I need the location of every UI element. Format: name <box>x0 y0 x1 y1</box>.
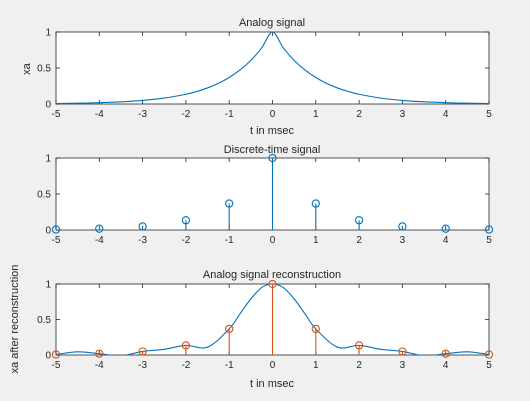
x-axis-label: t in msec <box>250 378 295 390</box>
x-tick-label: -4 <box>95 235 104 246</box>
stem-marker <box>441 224 450 233</box>
x-tick-label: 0 <box>270 109 276 120</box>
x-tick-label: 1 <box>313 109 319 120</box>
x-tick-label: -3 <box>138 360 147 371</box>
x-tick-label: -1 <box>225 109 234 120</box>
x-tick-label: 3 <box>400 360 406 371</box>
x-tick-label: -2 <box>181 109 190 120</box>
x-tick-label: -5 <box>52 109 61 120</box>
chart-title: Analog signal reconstruction <box>203 269 341 281</box>
x-tick-label: 5 <box>486 235 492 246</box>
x-tick-label: 1 <box>313 235 319 246</box>
x-tick-label: -1 <box>225 360 234 371</box>
x-tick-label: 4 <box>443 109 449 120</box>
x-tick-label: 0 <box>270 360 276 371</box>
stem-marker <box>441 349 450 358</box>
series-line <box>56 31 489 104</box>
x-tick-label: -2 <box>181 360 190 371</box>
reconstruction-panel: Analog signal reconstruction t in msec x… <box>9 265 494 390</box>
y-tick-label: 0 <box>45 226 51 237</box>
x-tick-label: 2 <box>356 360 362 371</box>
plot-area <box>55 31 490 105</box>
x-tick-label: 0 <box>270 235 276 246</box>
x-tick-label: 4 <box>443 235 449 246</box>
y-tick-label: 0 <box>45 100 51 111</box>
y-tick-label: 1 <box>45 280 51 291</box>
stem-marker <box>484 350 494 359</box>
stem-marker <box>398 347 407 356</box>
x-tick-label: -3 <box>138 235 147 246</box>
x-tick-label: 3 <box>400 109 406 120</box>
x-axis-label: t in msec <box>250 125 295 137</box>
y-tick-label: 0.5 <box>37 190 51 201</box>
y-tick-label: 0 <box>45 351 51 362</box>
stem-marker <box>311 199 320 208</box>
stem-marker <box>95 224 104 233</box>
stem-marker <box>138 222 147 231</box>
y-tick-label: 0.5 <box>37 315 51 326</box>
y-tick-label: 1 <box>45 28 51 39</box>
chart-title: Analog signal <box>239 17 305 29</box>
stem-marker <box>181 341 191 350</box>
chart-title: Discrete-time signal <box>224 144 321 156</box>
x-tick-label: 4 <box>443 360 449 371</box>
x-tick-label: -1 <box>225 235 234 246</box>
stem-marker <box>95 349 104 358</box>
stem-marker <box>311 324 320 334</box>
analog-signal-panel: Analog signal t in msec xa -5 -4 -3 -2 -1 0 1 2… <box>21 17 492 137</box>
stem-marker <box>354 216 364 225</box>
stem-marker <box>138 347 147 356</box>
x-tick-label: 5 <box>486 109 492 120</box>
x-tick-label: 2 <box>356 235 362 246</box>
stem-marker <box>181 216 191 225</box>
x-tick-label: -5 <box>52 235 61 246</box>
x-tick-label: 5 <box>486 360 492 371</box>
x-tick-label: -4 <box>95 109 104 120</box>
x-tick-label: 2 <box>356 109 362 120</box>
stem-marker <box>268 153 277 163</box>
discrete-time-signal-panel: Discrete-time signal -5 -4 -3 -2 -1 0 1 2 3 4 5 0 0.… <box>37 144 494 246</box>
y-axis-label: xa after reconstruction <box>9 265 21 374</box>
stem-marker <box>354 341 364 350</box>
stem-marker <box>484 225 494 234</box>
x-tick-label: -3 <box>138 109 147 120</box>
x-tick-label: 3 <box>400 235 406 246</box>
y-tick-label: 0.5 <box>37 64 51 75</box>
stem-marker <box>51 350 61 359</box>
stem-marker <box>398 222 407 231</box>
x-tick-label: -4 <box>95 360 104 371</box>
y-tick-label: 1 <box>45 154 51 165</box>
y-axis-label: xa <box>21 62 33 75</box>
x-tick-label: -2 <box>181 235 190 246</box>
stem-marker <box>51 225 61 234</box>
x-tick-label: 1 <box>313 360 319 371</box>
stem-marker <box>268 279 277 289</box>
x-tick-label: -5 <box>52 360 61 371</box>
stem-marker <box>225 199 234 208</box>
stem-marker <box>225 324 234 334</box>
